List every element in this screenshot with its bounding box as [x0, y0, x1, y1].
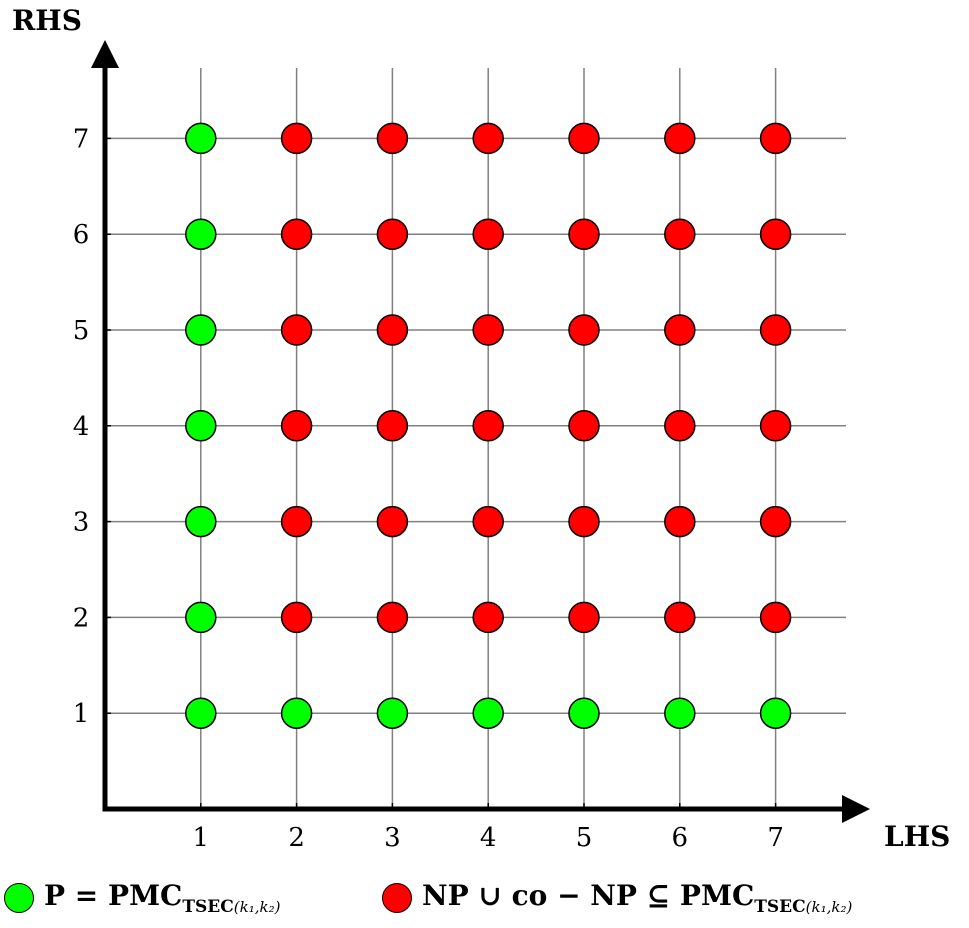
- data-point-red: [280, 505, 313, 538]
- data-point-red: [664, 410, 696, 442]
- data-point-green: [185, 410, 217, 442]
- data-point-red: [568, 218, 600, 250]
- data-point-green: [376, 697, 409, 729]
- scatter-chart: 1 2 3 4 5 6 7 1 2 3 4 5 6 7 RHS LHS: [12, 4, 950, 853]
- data-point-green: [185, 697, 217, 729]
- legend-green-label: P = PMCTSEC(k₁,k₂): [44, 879, 280, 917]
- legend-green-main: P = PMC: [44, 879, 183, 913]
- data-point-red: [472, 314, 504, 346]
- x-tick-label: 2: [288, 823, 305, 853]
- legend-item-green: P = PMCTSEC(k₁,k₂): [4, 868, 280, 928]
- legend-red-main: NP ∪ co − NP ⊆ PMC: [422, 879, 755, 913]
- data-point-red: [568, 122, 600, 155]
- data-point-red: [280, 122, 313, 155]
- data-point-red: [664, 122, 696, 155]
- y-axis-label: RHS: [12, 4, 82, 37]
- x-tick-label: 3: [384, 823, 401, 853]
- x-tick-label: 4: [480, 823, 497, 853]
- x-tick-label: 5: [576, 823, 593, 853]
- data-points: [185, 122, 792, 729]
- data-point-red: [472, 218, 504, 250]
- data-point-red: [280, 314, 313, 346]
- y-tick-label: 6: [73, 220, 90, 250]
- data-point-red: [376, 505, 409, 538]
- legend-red-label: NP ∪ co − NP ⊆ PMCTSEC(k₁,k₂): [422, 879, 852, 917]
- data-point-red: [759, 601, 792, 634]
- data-point-red: [376, 314, 409, 346]
- data-point-red: [376, 410, 409, 442]
- data-point-green: [185, 314, 217, 346]
- x-tick-label: 7: [767, 823, 784, 853]
- data-point-red: [280, 601, 313, 634]
- data-point-green: [664, 697, 696, 729]
- data-point-green: [280, 697, 313, 729]
- legend-item-red: NP ∪ co − NP ⊆ PMCTSEC(k₁,k₂): [382, 868, 852, 928]
- data-point-red: [376, 122, 409, 155]
- data-point-red: [568, 410, 600, 442]
- data-point-green: [472, 697, 504, 729]
- data-point-red: [759, 218, 792, 250]
- legend-red-sub: TSEC: [754, 896, 806, 917]
- data-point-red: [280, 410, 313, 442]
- data-point-red: [759, 122, 792, 155]
- data-point-red: [472, 601, 504, 634]
- data-point-red: [759, 314, 792, 346]
- data-point-red: [759, 410, 792, 442]
- grid-lines: [105, 68, 846, 809]
- data-point-green: [185, 218, 217, 250]
- y-axis-arrow-icon: [91, 40, 119, 68]
- axes: [91, 40, 870, 823]
- data-point-red: [568, 314, 600, 346]
- x-tick-label: 1: [193, 823, 210, 853]
- legend-red-sub2: (k₁,k₂): [805, 897, 853, 916]
- x-axis-label: LHS: [884, 820, 950, 853]
- legend-green-sub2: (k₁,k₂): [233, 897, 281, 916]
- y-tick-label: 2: [73, 603, 90, 633]
- legend: P = PMCTSEC(k₁,k₂) NP ∪ co − NP ⊆ PMCTSE…: [0, 868, 969, 928]
- data-point-red: [280, 218, 313, 250]
- y-tick-label: 5: [73, 316, 90, 346]
- y-tick-label: 4: [73, 412, 90, 442]
- data-point-red: [664, 218, 696, 250]
- x-tick-label: 6: [672, 823, 689, 853]
- data-point-red: [376, 218, 409, 250]
- data-point-green: [185, 601, 217, 634]
- data-point-green: [185, 505, 217, 538]
- tick-labels: 1 2 3 4 5 6 7 1 2 3 4 5 6 7: [73, 124, 784, 853]
- y-tick-label: 7: [73, 124, 90, 154]
- data-point-red: [568, 601, 600, 634]
- data-point-red: [472, 410, 504, 442]
- data-point-red: [472, 505, 504, 538]
- data-point-red: [759, 505, 792, 538]
- data-point-red: [664, 314, 696, 346]
- data-point-red: [472, 122, 504, 155]
- data-point-green: [568, 697, 600, 729]
- y-tick-label: 3: [73, 508, 90, 538]
- data-point-green: [759, 697, 792, 729]
- y-tick-label: 1: [73, 699, 90, 729]
- data-point-red: [568, 505, 600, 538]
- legend-red-dot-icon: [382, 883, 412, 913]
- legend-green-sub: TSEC: [182, 896, 234, 917]
- data-point-red: [376, 601, 409, 634]
- data-point-red: [664, 505, 696, 538]
- data-point-green: [185, 122, 217, 155]
- legend-green-dot-icon: [4, 883, 34, 913]
- x-axis-arrow-icon: [842, 795, 870, 823]
- data-point-red: [664, 601, 696, 634]
